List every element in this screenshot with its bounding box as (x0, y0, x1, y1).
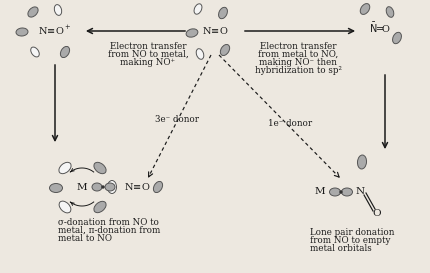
Text: Electron transfer: Electron transfer (259, 42, 335, 51)
Ellipse shape (54, 5, 61, 15)
Ellipse shape (92, 183, 102, 191)
Ellipse shape (31, 47, 39, 57)
Text: making NO⁻ then: making NO⁻ then (258, 58, 336, 67)
Text: from metal to NO,: from metal to NO, (257, 50, 338, 59)
Ellipse shape (105, 183, 115, 191)
Text: hybridization to sp²: hybridization to sp² (254, 66, 341, 75)
Ellipse shape (220, 44, 229, 55)
Text: 1e⁻ donor: 1e⁻ donor (267, 118, 311, 127)
Ellipse shape (28, 7, 38, 17)
Ellipse shape (16, 28, 28, 36)
Ellipse shape (196, 49, 203, 59)
Text: metal, π-donation from: metal, π-donation from (58, 226, 160, 235)
Ellipse shape (186, 29, 197, 37)
Ellipse shape (60, 46, 69, 58)
Ellipse shape (356, 155, 366, 169)
Text: $\bar{\rm N}\!\!=\!\!$O: $\bar{\rm N}\!\!=\!\!$O (368, 21, 390, 35)
Text: N$\!\equiv\!$O: N$\!\equiv\!$O (123, 182, 150, 192)
Ellipse shape (194, 4, 202, 14)
Ellipse shape (59, 201, 71, 213)
Ellipse shape (341, 188, 352, 196)
Text: M: M (314, 188, 325, 197)
Text: Electron transfer: Electron transfer (110, 42, 186, 51)
Text: N: N (355, 188, 364, 197)
Ellipse shape (94, 162, 106, 174)
Text: metal orbitals: metal orbitals (309, 244, 371, 253)
Ellipse shape (392, 32, 400, 44)
Ellipse shape (359, 4, 369, 14)
Text: σ-donation from NO to: σ-donation from NO to (58, 218, 159, 227)
Text: O: O (372, 209, 381, 218)
Text: N$\!\equiv\!$O$^+$: N$\!\equiv\!$O$^+$ (38, 23, 72, 37)
Text: making NO⁺: making NO⁺ (120, 58, 175, 67)
Ellipse shape (59, 162, 71, 174)
Ellipse shape (218, 7, 227, 19)
Ellipse shape (329, 188, 340, 196)
Circle shape (102, 186, 104, 188)
Text: Lone pair donation: Lone pair donation (309, 228, 393, 237)
Ellipse shape (107, 180, 116, 194)
Text: N$\!\equiv\!$O: N$\!\equiv\!$O (201, 25, 228, 35)
Text: from NO to metal,: from NO to metal, (108, 50, 188, 59)
Text: 3e⁻ donor: 3e⁻ donor (155, 115, 199, 124)
Text: from NO to empty: from NO to empty (309, 236, 390, 245)
Ellipse shape (94, 201, 106, 213)
Text: metal to NO: metal to NO (58, 234, 112, 243)
Text: M: M (77, 182, 87, 191)
Ellipse shape (385, 7, 393, 17)
Ellipse shape (153, 182, 162, 192)
Ellipse shape (49, 183, 62, 192)
Circle shape (339, 191, 341, 193)
